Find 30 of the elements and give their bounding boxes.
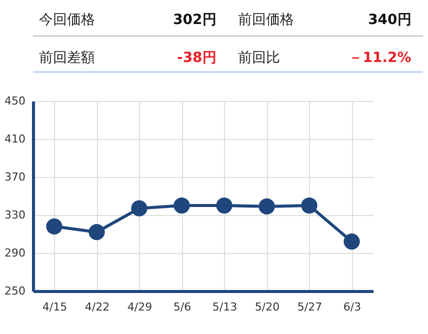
- y-tick-label: 250: [4, 284, 26, 298]
- y-tick-label: 450: [4, 94, 26, 108]
- point: [46, 218, 62, 234]
- point: [301, 197, 318, 214]
- text: 前回価格: [238, 12, 294, 28]
- y-tick-label: 290: [4, 246, 26, 260]
- y-tick-label: 330: [4, 208, 26, 222]
- text: 今回価格: [38, 12, 95, 28]
- x-tick-label: 5/27: [297, 300, 322, 314]
- text: 340円: [368, 12, 412, 28]
- text: 前回比: [238, 50, 280, 66]
- x-tick-label: 6/3: [343, 300, 362, 314]
- text: －11.2%: [348, 50, 412, 66]
- point: [131, 200, 148, 216]
- x-tick-label: 5/13: [212, 300, 238, 314]
- point: [88, 224, 105, 240]
- x-tick-label: 4/29: [127, 300, 152, 314]
- point: [344, 234, 360, 250]
- text: -38円: [177, 50, 216, 66]
- x-tick-label: 4/22: [84, 300, 110, 314]
- point: [216, 197, 232, 214]
- x-tick-label: 5/20: [254, 300, 280, 314]
- point: [174, 197, 190, 214]
- x-tick-label: 5/6: [173, 300, 192, 314]
- x-tick-label: 4/15: [42, 300, 68, 314]
- y-tick-label: 410: [4, 132, 26, 146]
- text: 302円: [173, 12, 216, 28]
- point: [258, 198, 275, 214]
- y-tick-label: 370: [4, 170, 26, 184]
- text: 前回差額: [38, 50, 95, 66]
